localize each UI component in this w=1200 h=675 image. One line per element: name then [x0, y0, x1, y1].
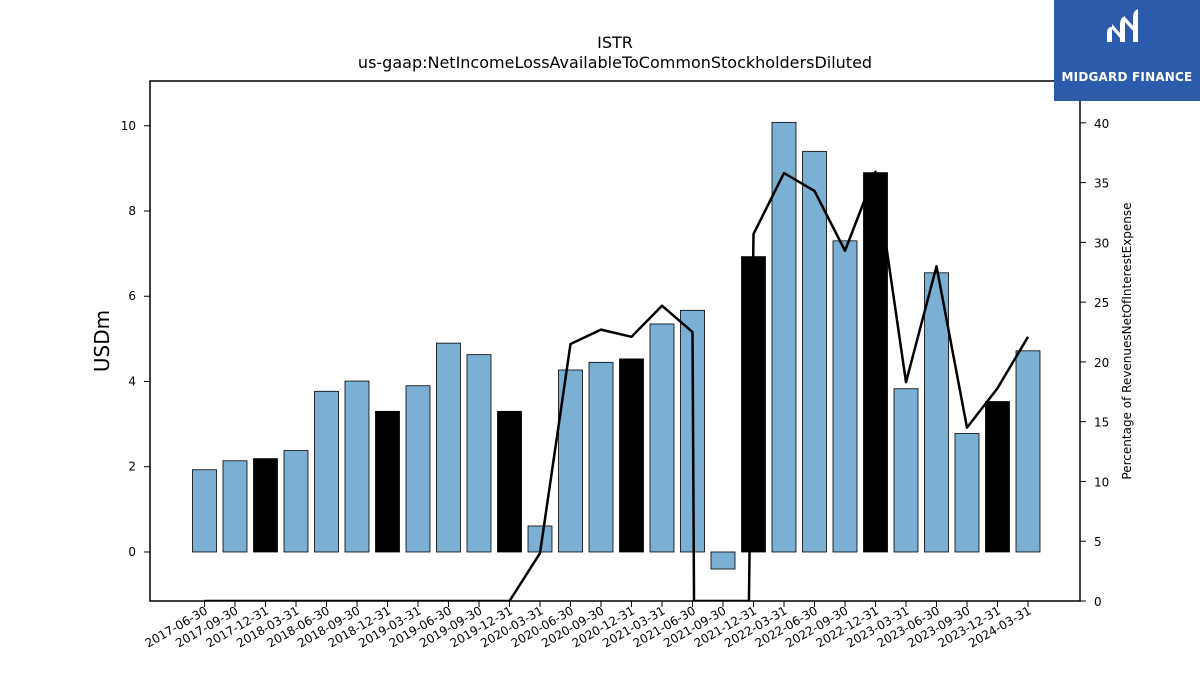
bar-2018-12-31	[375, 410, 400, 553]
bar-2021-03-31	[649, 323, 675, 553]
chart-subtitle: us-gaap:NetIncomeLossAvailableToCommonSt…	[358, 53, 872, 72]
bar-2022-12-31	[863, 172, 888, 553]
y2-tick-label: 0	[1094, 595, 1102, 609]
chart-title: ISTR	[597, 33, 633, 52]
line-series	[204, 170, 1030, 601]
bar-2023-12-31	[985, 401, 1010, 553]
y-tick-label: 8	[128, 204, 136, 218]
y-tick-label: 2	[128, 460, 136, 474]
y2-tick-label: 35	[1094, 177, 1109, 191]
bar-2017-06-30	[192, 469, 217, 553]
bar-2018-03-31	[283, 450, 309, 553]
y2-tick-label: 30	[1094, 236, 1109, 250]
bar-2021-09-30	[710, 551, 736, 570]
bar-2023-09-30	[954, 433, 980, 553]
bar-2019-03-31	[405, 385, 431, 553]
bar-2020-12-31	[619, 358, 644, 553]
bar-2019-12-31	[497, 410, 522, 553]
y-tick-label: 0	[128, 545, 136, 559]
bar-2018-09-30	[344, 380, 370, 553]
y2-tick-label: 20	[1094, 356, 1109, 370]
y2-tick-label: 40	[1094, 117, 1109, 131]
bar-2018-06-30	[314, 390, 339, 553]
midgard-logo-icon	[1107, 9, 1138, 42]
y-tick-label: 10	[121, 119, 136, 133]
bar-2020-09-30	[588, 361, 614, 553]
bar-2017-09-30	[222, 460, 248, 553]
bar-2022-06-30	[802, 150, 827, 553]
y-tick-label: 6	[128, 289, 136, 303]
bar-2017-12-31	[253, 458, 278, 553]
bar-2023-06-30	[924, 272, 949, 553]
y2-tick-label: 5	[1094, 535, 1102, 549]
logo: MIDGARD FINANCE	[1054, 0, 1200, 101]
bar-2019-06-30	[436, 342, 461, 553]
plot-frame	[149, 80, 1081, 602]
axes-layer: 024681005101520253035402017-06-302017-09…	[121, 80, 1109, 650]
bar-2023-03-31	[893, 388, 919, 553]
bar-2021-12-31	[741, 256, 766, 553]
bar-2024-03-31	[1015, 350, 1041, 553]
y2-tick-label: 10	[1094, 475, 1109, 489]
bar-2022-03-31	[771, 121, 797, 553]
logo-text: MIDGARD FINANCE	[1061, 70, 1193, 84]
y2-tick-label: 15	[1094, 416, 1109, 430]
y-axis-label: USDm	[90, 310, 114, 372]
bar-2022-09-30	[832, 240, 858, 553]
bars-layer	[192, 121, 1041, 570]
y2-axis-label: Percentage of RevenuesNetOfInterestExpen…	[1120, 202, 1134, 479]
y2-tick-label: 25	[1094, 296, 1109, 310]
bar-2019-09-30	[466, 354, 492, 553]
y-tick-label: 4	[128, 374, 136, 388]
line-layer	[204, 170, 1030, 601]
